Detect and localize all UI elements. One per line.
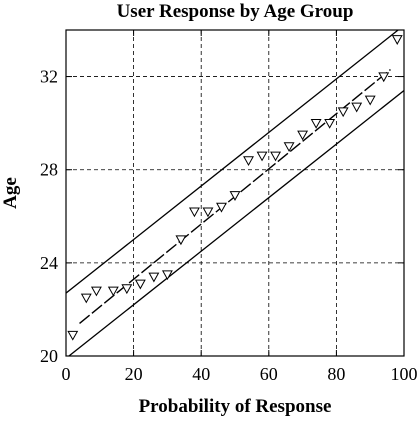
data-point <box>68 331 77 339</box>
x-tick-label: 60 <box>260 364 278 384</box>
data-point <box>312 119 321 127</box>
data-point <box>203 208 212 216</box>
data-point <box>190 208 199 216</box>
data-point <box>122 285 131 293</box>
upper-band-line <box>66 25 404 293</box>
data-point <box>352 103 361 111</box>
data-point <box>257 152 266 160</box>
data-point <box>149 273 158 281</box>
data-point <box>82 294 91 302</box>
y-axis-label: Age <box>0 177 21 209</box>
data-point <box>339 108 348 116</box>
data-point <box>109 287 118 295</box>
x-axis-label: Probability of Response <box>139 396 332 417</box>
data-point <box>136 280 145 288</box>
y-tick-label: 24 <box>40 253 58 273</box>
y-tick-label: 28 <box>40 160 58 180</box>
data-point <box>176 236 185 244</box>
data-point <box>393 36 402 44</box>
x-tick-label: 100 <box>391 364 417 384</box>
x-tick-label: 40 <box>192 364 210 384</box>
data-point <box>325 119 334 127</box>
y-tick-label: 20 <box>40 346 58 366</box>
data-point <box>366 96 375 104</box>
data-point <box>271 152 280 160</box>
data-point <box>92 287 101 295</box>
data-points <box>68 36 402 340</box>
x-tick-label: 20 <box>125 364 143 384</box>
data-point <box>244 157 253 165</box>
x-tick-label: 80 <box>327 364 345 384</box>
x-tick-label: 0 <box>62 364 71 384</box>
chart-title: User Response by Age Group <box>117 1 354 22</box>
y-tick-label: 32 <box>40 67 58 87</box>
lower-band-line <box>66 91 404 359</box>
